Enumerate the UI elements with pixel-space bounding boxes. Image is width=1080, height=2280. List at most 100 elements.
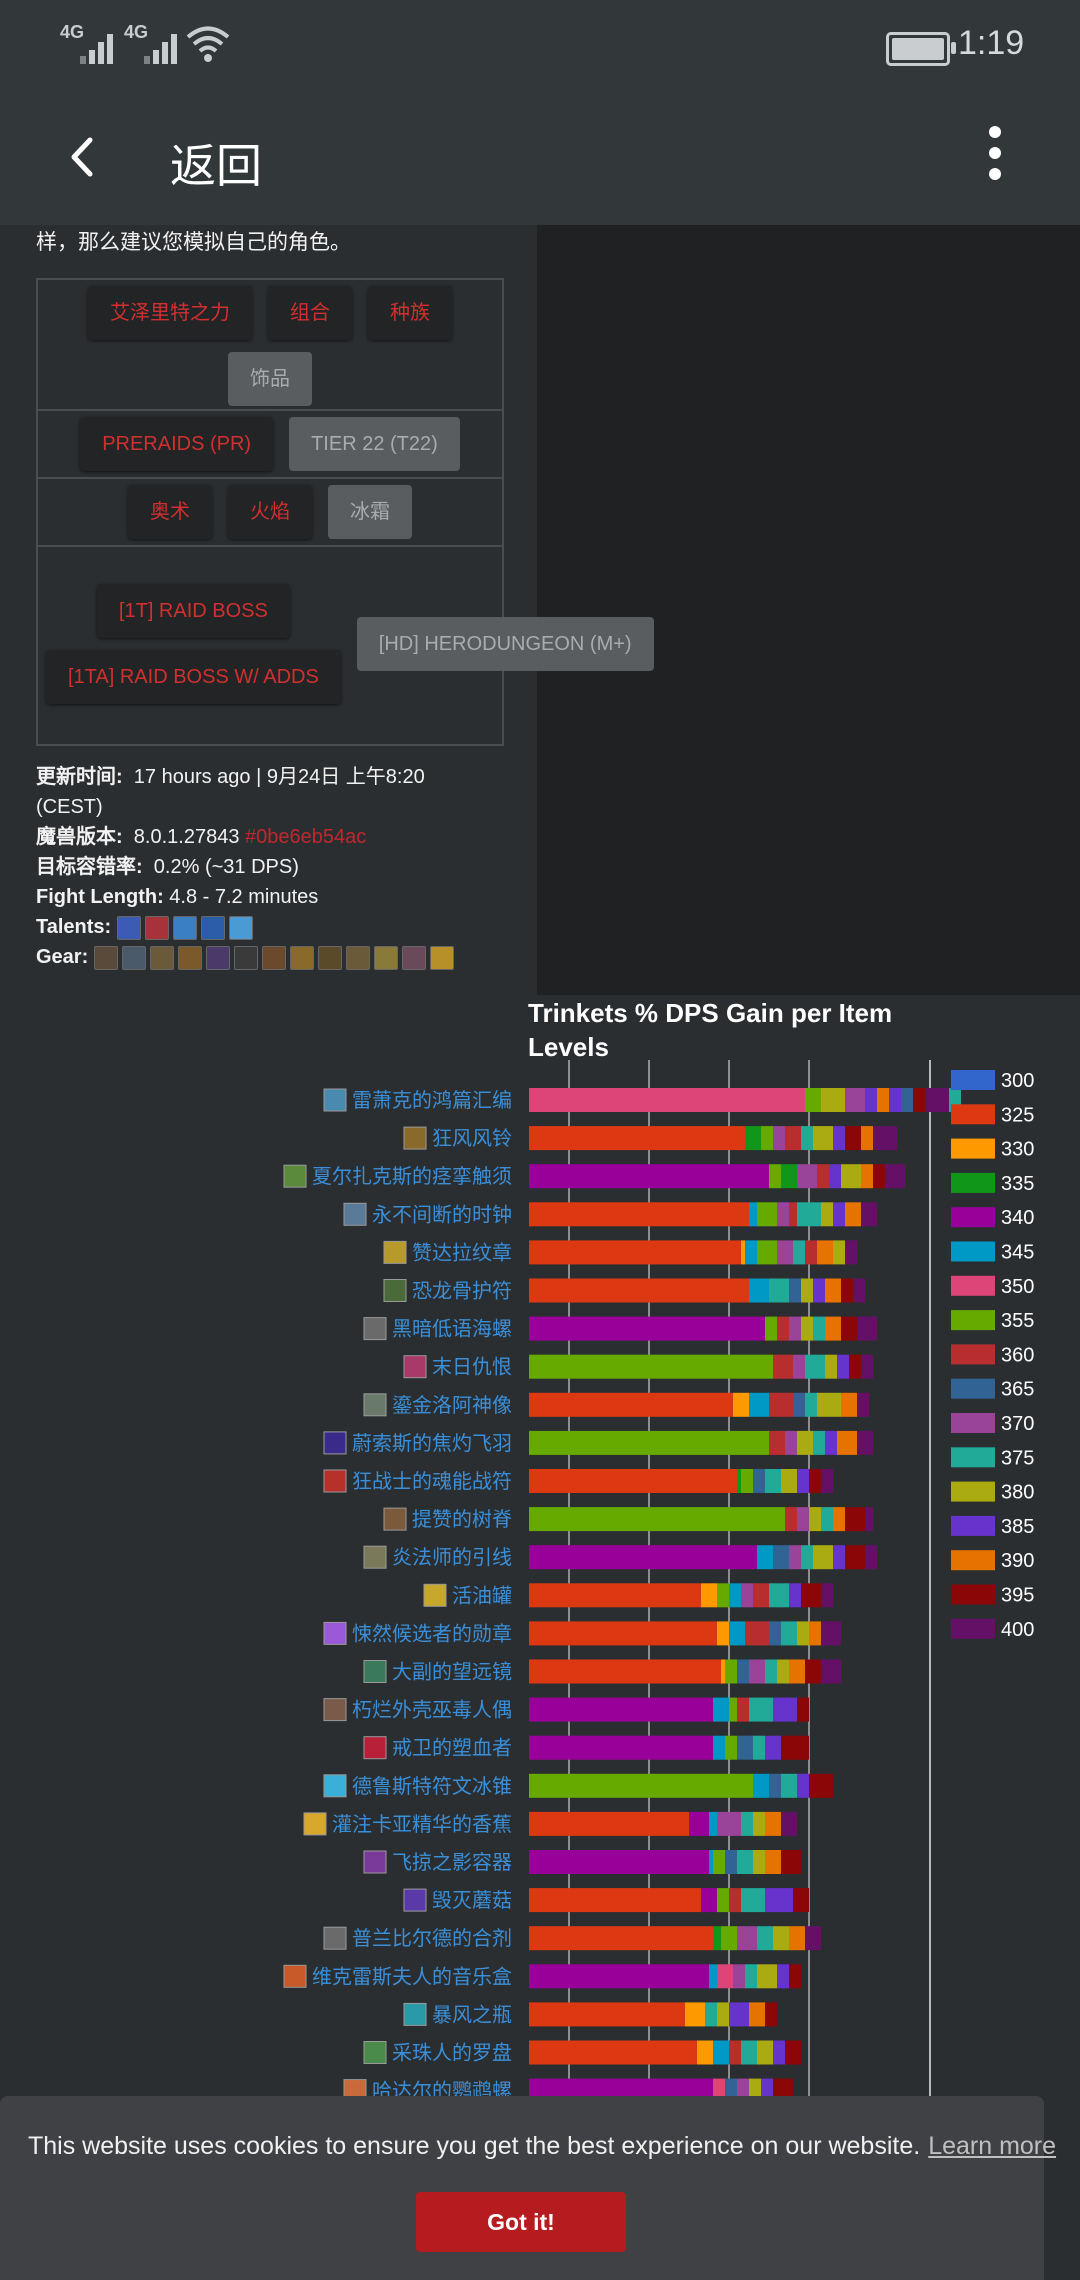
filter-race-button[interactable]: 种族 [368,286,452,340]
trinket-label: 戒卫的塑血者 [392,1736,512,1760]
trinket-label: 雷萧克的鸿篇汇编 [352,1088,512,1112]
legend-label: 400 [1001,1619,1034,1641]
learn-more-link[interactable]: Learn more [928,2132,1057,2160]
trinket-icon [363,1850,387,1874]
trinket-icon [323,1621,347,1645]
filter-trinkets-button[interactable]: 饰品 [228,352,312,406]
bar-segment [865,1088,877,1112]
signal-strength-icon [144,24,184,64]
bar-segment [757,2040,773,2065]
trinket-icon [383,1279,407,1302]
talent-icon[interactable] [116,915,141,940]
bar-segment [829,1164,841,1189]
bar-segment [801,1583,821,1608]
bar-segment [885,1164,905,1189]
talent-icon[interactable] [144,915,169,940]
gear-item-icon[interactable] [345,945,370,970]
bar-segment [789,1659,805,1684]
filter-raid-boss-button[interactable]: [1T] RAID BOSS [96,583,290,638]
trinket-dps-chart: 雷萧克的鸿篇汇编狂风风铃夏尔扎克斯的痉挛触须永不间断的时钟赞达拉纹章恐龙骨护符黑… [283,1060,1034,2096]
filter-fire-button[interactable]: 火焰 [228,485,312,539]
bar-segment [713,1735,725,1760]
filter-arcane-button[interactable]: 奥术 [128,485,212,539]
bar-segment [753,1811,765,1836]
bar-segment [709,1964,717,1989]
bar-segment [741,1583,753,1608]
gear-item-icon[interactable] [401,945,426,970]
filter-combo-button[interactable]: 组合 [268,286,352,340]
bar-segment [753,1773,769,1798]
bar-segment [765,1659,777,1684]
legend-swatch [951,1447,995,1468]
filter-tier22-button[interactable]: TIER 22 (T22) [289,417,460,471]
bar-segment [777,1240,793,1265]
bar-segment [845,1507,865,1532]
bar-segment [721,1659,725,1684]
bar-segment [717,1964,733,1989]
bar-segment [797,1773,809,1798]
bar-segment [529,1697,713,1722]
bar-segment [713,2040,729,2065]
trinket-label: 鎏金洛阿神像 [392,1393,512,1417]
bar-segment [749,1392,769,1417]
bar-segment [821,1088,845,1112]
bar-segment [713,1697,729,1722]
legend-swatch [951,1344,995,1365]
gear-item-icon[interactable] [289,945,314,970]
bar-segment [825,1354,837,1379]
gear-item-icon[interactable] [205,945,230,970]
gear-item-icon[interactable] [317,945,342,970]
legend-swatch [951,1481,995,1502]
legend-label: 355 [1001,1310,1034,1332]
wifi-icon [186,26,230,62]
trinket-label: 提赞的树脊 [412,1507,512,1531]
app-bar-title[interactable]: 返回 [170,139,262,193]
bar-segment [529,1773,753,1798]
bar-segment [701,1888,717,1913]
fight-length-label: Fight Length: [36,886,164,908]
bar-segment [793,1392,805,1417]
gear-item-icon[interactable] [233,945,258,970]
filter-frost-button[interactable]: 冰霜 [328,485,412,539]
filter-raid-boss-adds-button[interactable]: [1TA] RAID BOSS W/ ADDS [46,649,341,704]
gear-item-icon[interactable] [177,945,202,970]
bar-segment [529,2078,713,2096]
bar-segment [785,1430,797,1455]
bar-segment [817,1392,841,1417]
fight-length-value: 4.8 - 7.2 minutes [169,886,319,908]
gear-item-icon[interactable] [373,945,398,970]
talent-icon[interactable] [172,915,197,940]
gear-item-icon[interactable] [261,945,286,970]
talent-icon[interactable] [200,915,225,940]
gear-item-icon[interactable] [149,945,174,970]
bar-segment [769,1773,781,1798]
gear-item-icon[interactable] [429,945,454,970]
app-bar: 返回 [0,90,1080,225]
trinket-label: 采珠人的罗盘 [392,2041,512,2065]
version-commit-link[interactable]: #0be6eb54ac [245,826,367,848]
bar-segment [765,1888,793,1913]
gear-item-icon[interactable] [121,945,146,970]
bar-segment [793,1354,805,1379]
bar-segment [873,1126,897,1151]
gear-item-icon[interactable] [93,945,118,970]
cookie-accept-button[interactable]: Got it! [416,2192,626,2252]
more-options-icon[interactable] [975,126,1015,190]
talent-icon[interactable] [228,915,253,940]
bar-segment [749,2002,765,2027]
back-arrow-icon[interactable] [60,132,110,182]
trinket-label: 狂风风铃 [432,1126,512,1150]
bar-segment [713,1926,721,1951]
bar-segment [765,1811,781,1836]
bar-segment [773,1126,785,1151]
bar-segment [849,1354,861,1379]
bar-segment [529,1316,765,1341]
filter-preraids-button[interactable]: PRERAIDS (PR) [80,417,274,471]
filter-azerite-button[interactable]: 艾泽里特之力 [88,286,252,340]
legend-label: 395 [1001,1585,1034,1607]
bar-segment [769,1621,781,1646]
bar-segment [861,1354,873,1379]
bar-segment [817,1164,829,1189]
filter-herodungeon-button[interactable]: [HD] HERODUNGEON (M+) [356,616,654,671]
trinket-icon [363,1317,387,1341]
